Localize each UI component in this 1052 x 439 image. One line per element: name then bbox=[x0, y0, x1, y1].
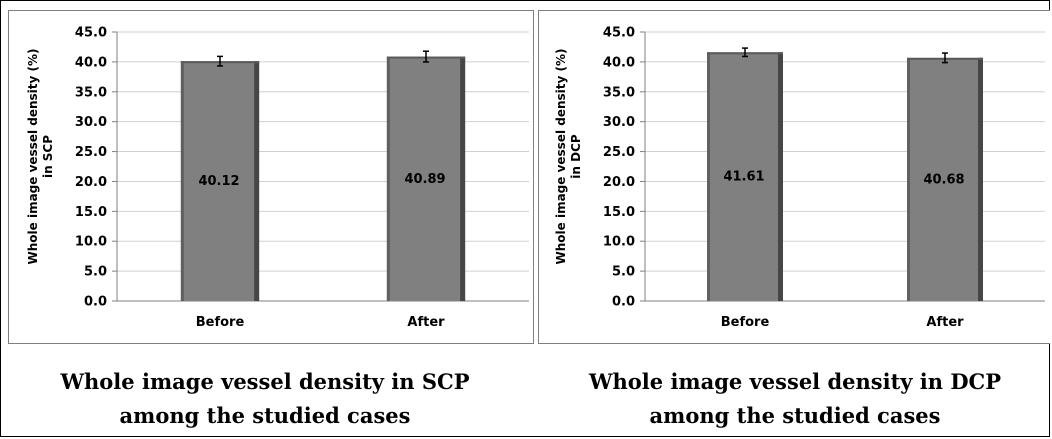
scp-bar-before-shade bbox=[254, 61, 260, 301]
dcp-bar-before-shade bbox=[778, 52, 783, 302]
scp-y-tick-label: 5.0 bbox=[84, 265, 107, 280]
scp-bar-after bbox=[386, 56, 466, 302]
scp-y-tick-label: 20.0 bbox=[75, 175, 107, 190]
dcp-data-label-before: 41.61 bbox=[723, 170, 764, 185]
caption-scp: Whole image vessel density in SCP among … bbox=[30, 365, 500, 433]
dcp-y-tick-label: 35.0 bbox=[603, 85, 635, 100]
scp-y-tick-label: 10.0 bbox=[75, 235, 107, 250]
dcp-y-tick-label: 25.0 bbox=[603, 145, 635, 160]
scp-y-tick-label: 15.0 bbox=[75, 205, 107, 220]
chart-panel-dcp: 0.0 5.0 10.0 15.0 20.0 25.0 30.0 35.0 40.0 45.0 41… bbox=[538, 10, 1050, 344]
dcp-x-tick-label-before: Before bbox=[721, 315, 770, 330]
scp-y-tick-label: 0.0 bbox=[84, 295, 107, 310]
dcp-x-tick-label-after: After bbox=[926, 315, 964, 330]
dcp-y-axis-title-line-2: in DCP bbox=[569, 134, 583, 179]
dcp-bar-after-edge bbox=[907, 57, 910, 301]
caption-scp-line-1: Whole image vessel density in SCP bbox=[60, 369, 470, 394]
chart-scp: 0.0 5.0 10.0 15.0 20.0 25.0 30.0 35.0 40.0 45.0 40… bbox=[26, 26, 529, 330]
scp-y-tick-label: 35.0 bbox=[75, 85, 107, 100]
dcp-y-tick-label: 0.0 bbox=[612, 295, 635, 310]
dcp-y-tick-label: 15.0 bbox=[603, 205, 635, 220]
scp-bar-after-shade bbox=[460, 56, 466, 302]
scp-bar-after-edge bbox=[386, 56, 390, 302]
dcp-data-label-after: 40.68 bbox=[923, 172, 964, 187]
dcp-y-axis-title-line-1: Whole image vessel density (%) bbox=[554, 48, 568, 264]
caption-dcp-line-1: Whole image vessel density in DCP bbox=[588, 369, 1002, 394]
dcp-bar-after bbox=[907, 57, 983, 301]
chart-dcp: 0.0 5.0 10.0 15.0 20.0 25.0 30.0 35.0 40.0 45.0 41… bbox=[554, 26, 1045, 330]
dcp-y-tick-label: 40.0 bbox=[603, 55, 635, 70]
dcp-y-tick-label: 10.0 bbox=[603, 235, 635, 250]
scp-y-axis-title-line-2: in SCP bbox=[41, 135, 55, 178]
scp-data-label-before: 40.12 bbox=[198, 174, 239, 189]
dcp-y-tick-label: 45.0 bbox=[603, 26, 635, 41]
scp-y-axis-title-line-1: Whole image vessel density (%) bbox=[26, 48, 40, 264]
scp-bar-before bbox=[180, 61, 260, 301]
scp-x-tick-label-before: Before bbox=[196, 315, 245, 330]
dcp-bar-before bbox=[707, 52, 783, 302]
scp-y-tick-label: 45.0 bbox=[75, 26, 107, 41]
scp-data-label-after: 40.89 bbox=[404, 172, 445, 187]
dcp-bar-before-edge bbox=[707, 52, 710, 302]
caption-dcp: Whole image vessel density in DCP among … bbox=[560, 365, 1030, 433]
scp-y-tick-label: 30.0 bbox=[75, 115, 107, 130]
dcp-bar-after-shade bbox=[978, 57, 983, 301]
scp-x-tick-label-after: After bbox=[407, 315, 445, 330]
dcp-y-tick-label: 5.0 bbox=[612, 265, 635, 280]
caption-dcp-line-2: among the studied cases bbox=[649, 403, 941, 428]
chart-panel-scp: 0.0 5.0 10.0 15.0 20.0 25.0 30.0 35.0 40.0 45.0 40… bbox=[8, 10, 534, 344]
dcp-y-tick-label: 20.0 bbox=[603, 175, 635, 190]
caption-scp-line-2: among the studied cases bbox=[119, 403, 411, 428]
scp-y-tick-label: 25.0 bbox=[75, 145, 107, 160]
dcp-y-tick-label: 30.0 bbox=[603, 115, 635, 130]
scp-y-tick-label: 40.0 bbox=[75, 55, 107, 70]
scp-bar-before-edge bbox=[180, 61, 184, 301]
